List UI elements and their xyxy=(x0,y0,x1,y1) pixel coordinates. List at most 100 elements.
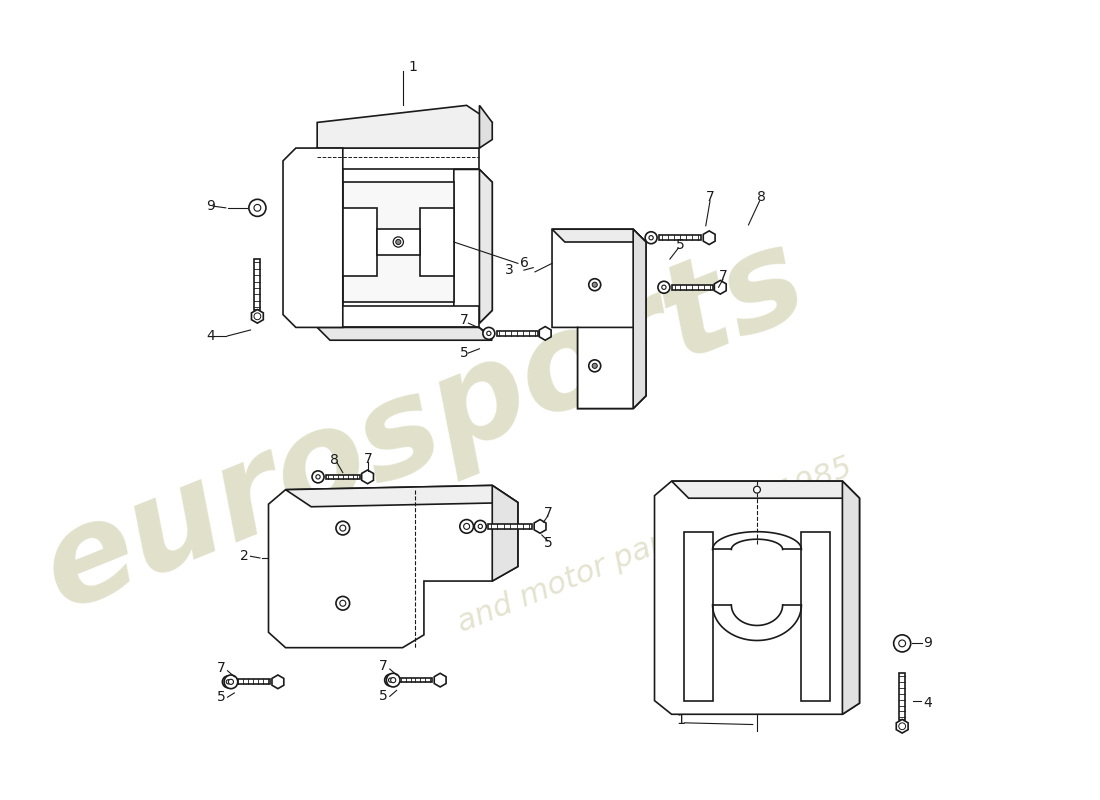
Text: 2: 2 xyxy=(240,550,249,563)
Circle shape xyxy=(592,363,597,369)
Circle shape xyxy=(483,327,495,339)
Text: 9: 9 xyxy=(924,636,933,650)
Polygon shape xyxy=(362,470,374,484)
Text: 7: 7 xyxy=(379,659,388,674)
Polygon shape xyxy=(843,481,859,714)
Polygon shape xyxy=(480,106,492,148)
Text: 7: 7 xyxy=(460,313,469,326)
Polygon shape xyxy=(317,327,492,340)
Polygon shape xyxy=(268,486,518,648)
Text: 5: 5 xyxy=(675,238,684,251)
Polygon shape xyxy=(434,674,447,687)
Polygon shape xyxy=(343,208,377,276)
Circle shape xyxy=(222,676,234,688)
Circle shape xyxy=(393,237,404,247)
Text: 6: 6 xyxy=(519,256,528,270)
Polygon shape xyxy=(454,170,492,323)
Polygon shape xyxy=(802,532,829,701)
Circle shape xyxy=(385,674,397,686)
Text: 5: 5 xyxy=(379,690,388,703)
Circle shape xyxy=(388,678,393,682)
Circle shape xyxy=(390,678,396,682)
Text: 7: 7 xyxy=(543,506,552,520)
Circle shape xyxy=(478,524,483,529)
Polygon shape xyxy=(578,327,646,409)
Polygon shape xyxy=(480,170,492,323)
Polygon shape xyxy=(492,486,518,581)
Circle shape xyxy=(340,600,345,606)
Text: 7: 7 xyxy=(364,452,373,466)
Polygon shape xyxy=(286,486,518,506)
Polygon shape xyxy=(317,306,480,327)
Text: and motor parts since 1985: and motor parts since 1985 xyxy=(453,453,856,638)
Polygon shape xyxy=(317,106,492,148)
Circle shape xyxy=(893,635,911,652)
Circle shape xyxy=(592,282,597,287)
Polygon shape xyxy=(488,524,532,529)
Polygon shape xyxy=(377,229,420,255)
Circle shape xyxy=(224,675,238,689)
Polygon shape xyxy=(236,679,271,684)
Circle shape xyxy=(588,278,601,290)
Circle shape xyxy=(249,199,266,216)
Circle shape xyxy=(662,285,665,290)
Text: 5: 5 xyxy=(217,690,226,704)
Polygon shape xyxy=(634,229,646,409)
Text: 7: 7 xyxy=(217,661,226,675)
Circle shape xyxy=(386,674,400,687)
Circle shape xyxy=(254,313,261,320)
Polygon shape xyxy=(317,170,343,323)
Polygon shape xyxy=(272,675,284,689)
Text: eurosports: eurosports xyxy=(24,215,823,636)
Text: 3: 3 xyxy=(505,263,514,277)
Polygon shape xyxy=(535,519,546,534)
Polygon shape xyxy=(252,310,263,323)
Circle shape xyxy=(474,521,486,532)
Polygon shape xyxy=(672,285,713,290)
Circle shape xyxy=(463,523,470,530)
Polygon shape xyxy=(420,208,454,276)
Circle shape xyxy=(312,471,324,483)
Text: 9: 9 xyxy=(206,199,214,213)
Circle shape xyxy=(754,486,760,493)
Polygon shape xyxy=(703,231,715,245)
Polygon shape xyxy=(283,148,343,327)
Text: 5: 5 xyxy=(460,346,469,360)
Circle shape xyxy=(588,360,601,372)
Text: 4: 4 xyxy=(924,696,933,710)
Circle shape xyxy=(227,680,231,684)
Polygon shape xyxy=(398,678,432,682)
Polygon shape xyxy=(899,674,905,720)
Circle shape xyxy=(658,282,670,294)
Circle shape xyxy=(254,205,261,211)
Circle shape xyxy=(899,640,905,647)
Circle shape xyxy=(336,597,350,610)
Polygon shape xyxy=(254,259,261,310)
Polygon shape xyxy=(552,229,646,409)
Circle shape xyxy=(899,723,905,730)
Polygon shape xyxy=(317,148,480,170)
Polygon shape xyxy=(659,235,702,240)
Circle shape xyxy=(340,525,345,531)
Circle shape xyxy=(316,474,320,479)
Text: 4: 4 xyxy=(206,329,214,343)
Polygon shape xyxy=(896,719,909,733)
Polygon shape xyxy=(714,281,726,294)
Polygon shape xyxy=(552,229,646,242)
Polygon shape xyxy=(654,481,859,714)
Polygon shape xyxy=(672,481,859,498)
Circle shape xyxy=(396,239,400,245)
Text: 5: 5 xyxy=(543,537,552,550)
Text: 1: 1 xyxy=(676,714,685,727)
Text: 7: 7 xyxy=(718,269,727,283)
Circle shape xyxy=(645,232,657,244)
Circle shape xyxy=(336,522,350,535)
Polygon shape xyxy=(684,532,713,701)
Polygon shape xyxy=(343,182,454,302)
Text: 8: 8 xyxy=(757,190,766,204)
Polygon shape xyxy=(539,326,551,340)
Circle shape xyxy=(229,679,233,684)
Text: 8: 8 xyxy=(330,453,339,466)
Circle shape xyxy=(649,235,653,240)
Polygon shape xyxy=(496,331,538,336)
